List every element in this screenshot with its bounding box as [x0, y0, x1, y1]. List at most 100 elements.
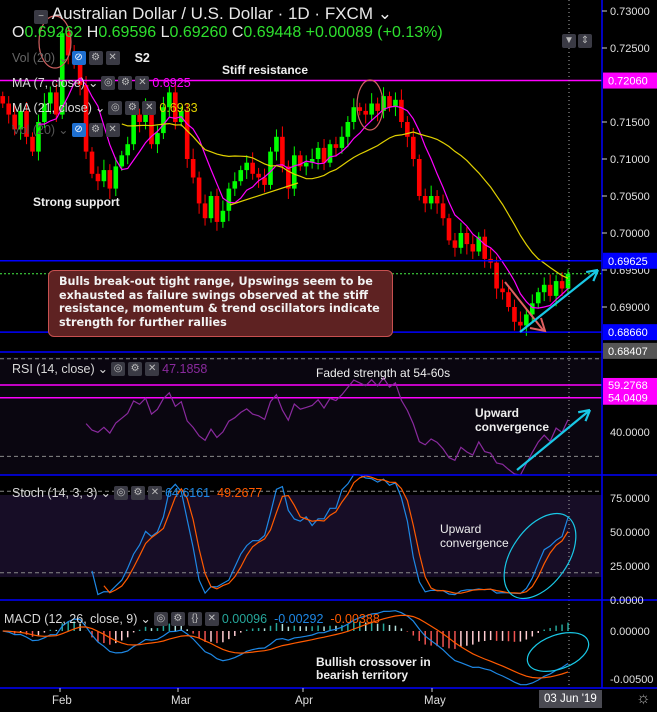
- close-icon[interactable]: ✕: [145, 361, 160, 376]
- candle-body: [83, 85, 89, 152]
- gear-icon[interactable]: ⚙: [118, 75, 133, 90]
- eye-icon[interactable]: ◎: [153, 611, 168, 626]
- eye-icon[interactable]: ◎: [108, 100, 123, 115]
- close-icon[interactable]: ✕: [105, 122, 120, 137]
- x-tick-label: Mar: [171, 695, 191, 707]
- candle-body: [226, 188, 232, 211]
- candle-body: [167, 92, 172, 108]
- candle-body: [399, 99, 404, 122]
- annotation-macd-crossover: Bullish crossover in bearish territory: [316, 655, 431, 682]
- legend-vol-2[interactable]: Vol (20) ⌄ ⊘ ⚙ ✕: [12, 122, 120, 137]
- eye-icon[interactable]: ⊘: [71, 122, 86, 137]
- macd-tick-label: -0.00500: [610, 674, 653, 686]
- eye-icon[interactable]: ⊘: [71, 50, 86, 65]
- price-level-label: 0.68660: [608, 327, 648, 339]
- candle-body: [428, 196, 434, 204]
- eye-icon[interactable]: ◎: [111, 361, 126, 376]
- stoch-tick-label: 75.0000: [610, 493, 650, 505]
- annotation-stoch-convergence: Upward convergence: [440, 522, 509, 550]
- trendline: [229, 182, 299, 206]
- y-tick-label: 0.72500: [610, 43, 650, 55]
- legend-ma21[interactable]: MA (21, close) ⌄ ◎ ⚙ ✕ 0.6933: [12, 100, 198, 115]
- candle-body: [333, 144, 339, 148]
- scroll-down-button[interactable]: ▼: [562, 34, 576, 48]
- candle-body: [351, 107, 357, 122]
- candle-body: [6, 103, 11, 115]
- stoch-band: [0, 495, 602, 577]
- candle-body: [137, 114, 142, 122]
- legend-rsi[interactable]: RSI (14, close) ⌄ ◎ ⚙ ✕ 47.1858: [12, 361, 208, 376]
- candle-body: [155, 133, 160, 145]
- candle-body: [196, 177, 202, 204]
- candle-body: [446, 218, 452, 241]
- candle-body: [482, 236, 487, 259]
- candle-body: [416, 159, 422, 196]
- candle-body: [387, 96, 392, 108]
- candle-body: [547, 284, 553, 296]
- y-tick-label: 0.71000: [610, 154, 650, 166]
- candle-body: [541, 284, 547, 293]
- close-icon[interactable]: ✕: [147, 485, 162, 500]
- eye-icon[interactable]: ◎: [113, 485, 128, 500]
- candle-body: [345, 122, 351, 137]
- ohlc-readout: O0.69262 H0.69596 L0.69260 C0.69448 +0.0…: [12, 24, 443, 41]
- price-level-tag: [603, 72, 657, 89]
- price-level-tag: [603, 252, 657, 269]
- ma7-line: [38, 77, 569, 309]
- settings-gear-icon[interactable]: ☼: [636, 690, 651, 707]
- eye-icon[interactable]: ◎: [101, 75, 116, 90]
- rsi-up-arrow-head: [584, 409, 592, 422]
- annotation-rsi-convergence: Upward convergence: [475, 406, 550, 434]
- close-icon[interactable]: ✕: [135, 75, 150, 90]
- rsi-level-label: 59.2768: [608, 380, 648, 392]
- candle-body: [24, 110, 29, 137]
- legend-ma7[interactable]: MA (7, close) ⌄ ◎ ⚙ ✕ 0.6925: [12, 75, 191, 90]
- y-tick-label: 0.71500: [610, 117, 650, 129]
- y-tick-label: 0.70000: [610, 228, 650, 240]
- gear-icon[interactable]: ⚙: [88, 122, 103, 137]
- up-arrow: [519, 269, 599, 333]
- x-tick-label: May: [424, 695, 446, 707]
- candle-body: [173, 92, 178, 122]
- candle-body: [422, 196, 428, 204]
- highlight-ellipse: [356, 79, 384, 131]
- candle-body: [303, 162, 309, 167]
- legend-macd[interactable]: MACD (12, 26, close, 9) ⌄ ◎ ⚙{} ✕ 0.00096 -0.0…: [4, 611, 380, 626]
- signal-line: [2, 614, 569, 679]
- legend-vol[interactable]: Vol (20) ⌄ ⊘ ⚙ ✕ S2: [12, 50, 150, 65]
- candle-body: [559, 281, 565, 289]
- rsi-level-tag: [603, 377, 657, 392]
- candle-body: [131, 114, 136, 145]
- candle-body: [494, 262, 499, 289]
- candle-body: [113, 166, 119, 189]
- scale-button[interactable]: ⇕: [578, 34, 592, 48]
- legend-stoch[interactable]: Stoch (14, 3, 3) ⌄ ◎ ⚙ ✕ 64.6161 49.2677: [12, 485, 263, 500]
- collapse-icon[interactable]: −: [34, 10, 48, 24]
- candle-body: [202, 203, 208, 219]
- gear-icon[interactable]: ⚙: [170, 611, 185, 626]
- candle-body: [535, 292, 541, 304]
- gear-icon[interactable]: ⚙: [128, 361, 143, 376]
- candle-body: [214, 196, 220, 222]
- candle-body: [405, 122, 410, 137]
- close-icon[interactable]: ✕: [204, 611, 219, 626]
- close-icon[interactable]: ✕: [142, 100, 157, 115]
- candle-body: [30, 136, 35, 152]
- candle-body: [452, 240, 458, 248]
- chevron-down-icon[interactable]: ⌄: [372, 4, 392, 23]
- candle-body: [339, 136, 345, 148]
- candle-body: [297, 155, 303, 167]
- gear-icon[interactable]: ⚙: [88, 50, 103, 65]
- rsi-pane: [0, 357, 602, 475]
- annotation-rsi-faded: Faded strength at 54-60s: [316, 366, 451, 380]
- price-level-tag: [603, 342, 657, 359]
- rsi-up-arrow-head: [578, 408, 591, 414]
- price-level-label: 0.68407: [608, 346, 648, 358]
- x-tick-label: Apr: [295, 695, 313, 707]
- braces-icon[interactable]: {}: [187, 611, 202, 626]
- candle-body: [476, 236, 482, 252]
- candle-body: [274, 136, 279, 152]
- close-icon[interactable]: ✕: [105, 50, 120, 65]
- gear-icon[interactable]: ⚙: [125, 100, 140, 115]
- gear-icon[interactable]: ⚙: [130, 485, 145, 500]
